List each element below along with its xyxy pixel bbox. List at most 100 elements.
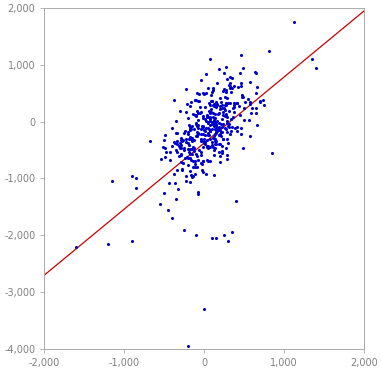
Point [194, 90, 201, 96]
Point [231, 104, 237, 110]
Point [213, 129, 219, 135]
Point [208, 106, 214, 112]
Point [269, 150, 275, 156]
Point [203, 118, 209, 124]
Point [225, 100, 231, 106]
Point [197, 160, 204, 166]
Point [205, 145, 211, 151]
Point [205, 113, 211, 119]
Point [194, 191, 201, 197]
Point [171, 171, 177, 177]
Point [222, 94, 228, 100]
Point [206, 132, 212, 138]
Point [200, 158, 206, 164]
Point [231, 100, 237, 106]
Point [220, 121, 226, 126]
Point [233, 100, 239, 106]
Point [176, 153, 182, 159]
Point [238, 52, 244, 58]
Point [199, 144, 206, 150]
Point [206, 108, 212, 114]
Point [227, 131, 233, 137]
Point [261, 102, 267, 108]
Point [194, 133, 200, 139]
Point [200, 138, 206, 144]
Point [209, 235, 215, 241]
Point [227, 108, 233, 113]
Point [225, 140, 231, 146]
Point [204, 137, 210, 143]
Point [209, 139, 215, 145]
Point [216, 127, 222, 133]
Point [190, 173, 196, 179]
Point [223, 156, 230, 162]
Point [178, 145, 184, 151]
Point [196, 91, 202, 97]
Point [200, 131, 206, 137]
Point [214, 101, 220, 107]
Point [210, 102, 216, 108]
Point [207, 128, 213, 134]
Point [210, 114, 217, 120]
Point [218, 99, 224, 105]
Point [205, 130, 211, 136]
Point [210, 121, 216, 127]
Point [195, 125, 201, 131]
Point [186, 151, 193, 157]
Point [188, 145, 194, 151]
Point [196, 110, 202, 116]
Point [183, 109, 189, 115]
Point [226, 82, 232, 88]
Point [216, 124, 222, 130]
Point [229, 124, 235, 130]
Point [313, 65, 319, 71]
Point [197, 136, 204, 142]
Point [233, 198, 239, 204]
Point [236, 112, 243, 118]
Point [192, 112, 198, 118]
Point [217, 103, 223, 109]
Point [158, 155, 164, 161]
Point [195, 130, 201, 136]
Point [185, 146, 191, 152]
Point [177, 145, 183, 151]
Point [253, 110, 259, 116]
Point [249, 105, 255, 110]
Point [208, 98, 214, 104]
Point [188, 172, 194, 178]
Point [240, 65, 246, 71]
Point [238, 131, 244, 137]
Point [199, 167, 205, 173]
Point [185, 129, 191, 135]
Point [235, 124, 241, 130]
Point [257, 99, 263, 105]
Point [207, 56, 213, 62]
Point [162, 132, 168, 138]
Point [162, 145, 168, 151]
Point [213, 105, 219, 110]
Point [212, 141, 219, 147]
Point [254, 84, 260, 90]
Point [223, 64, 229, 70]
Point [214, 102, 220, 108]
Point [204, 125, 210, 131]
Point [204, 143, 210, 149]
Point [206, 132, 212, 138]
Point [187, 134, 193, 140]
Point [212, 126, 219, 132]
Point [242, 99, 248, 105]
Point [207, 102, 213, 108]
Point [174, 138, 180, 144]
Point [210, 135, 217, 141]
Point [167, 149, 173, 155]
Point [207, 118, 213, 124]
Point [220, 70, 227, 76]
Point [172, 180, 178, 186]
Point [183, 177, 189, 183]
Point [241, 106, 247, 112]
Point [184, 101, 190, 107]
Point [223, 120, 230, 126]
Point [291, 19, 298, 25]
Point [210, 133, 217, 139]
Point [212, 141, 218, 147]
